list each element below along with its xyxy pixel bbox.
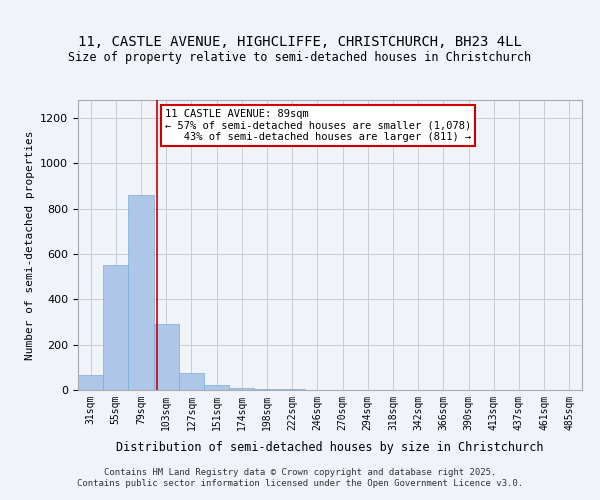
Bar (78, 376, 103, 390)
Text: 11 CASTLE AVENUE: 89sqm
← 57% of semi-detached houses are smaller (1,078)
   43%: 11 CASTLE AVENUE: 89sqm ← 57% of semi-de… (165, 108, 471, 142)
Text: Size of property relative to semi-detached houses in Christchurch: Size of property relative to semi-detach… (68, 51, 532, 64)
Bar (128, 195, 154, 390)
Bar (254, 389, 280, 390)
X-axis label: Distribution of semi-detached houses by size in Christchurch: Distribution of semi-detached houses by … (116, 441, 544, 454)
Bar (179, 373, 204, 390)
Bar (204, 386, 229, 390)
Text: Contains HM Land Registry data © Crown copyright and database right 2025.
Contai: Contains HM Land Registry data © Crown c… (77, 468, 523, 487)
Bar (154, 324, 179, 390)
Bar (229, 388, 254, 390)
Bar (103, 266, 128, 390)
Y-axis label: Number of semi-detached properties: Number of semi-detached properties (25, 130, 35, 360)
Text: 11, CASTLE AVENUE, HIGHCLIFFE, CHRISTCHURCH, BH23 4LL: 11, CASTLE AVENUE, HIGHCLIFFE, CHRISTCHU… (78, 36, 522, 50)
